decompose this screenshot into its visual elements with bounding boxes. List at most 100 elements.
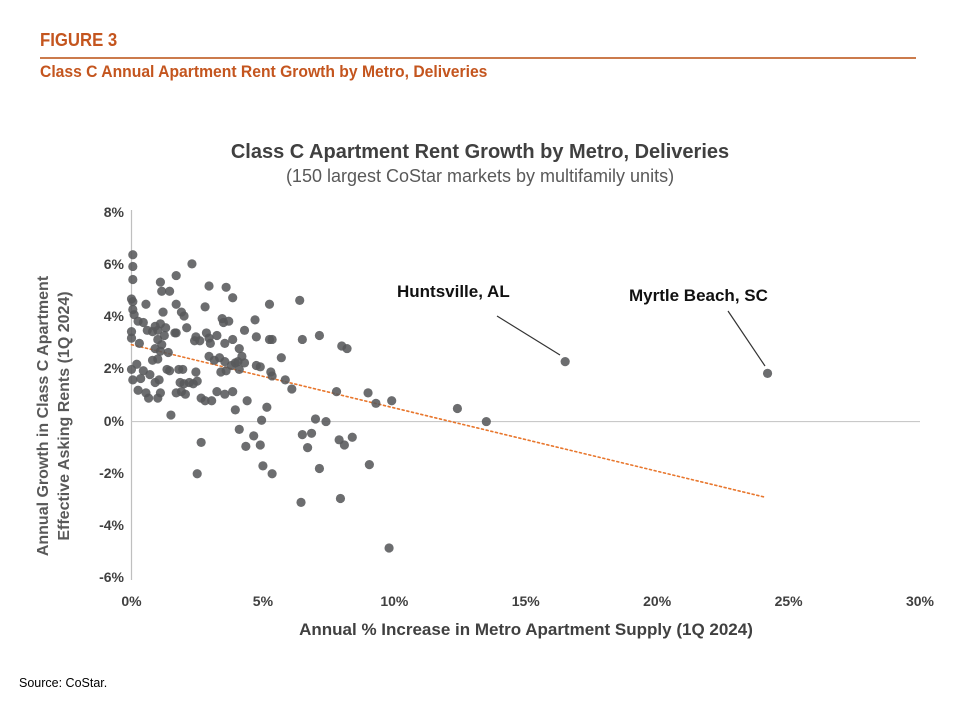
data-point bbox=[165, 366, 175, 376]
figure-rule-divider bbox=[40, 57, 916, 59]
data-point bbox=[212, 386, 222, 397]
data-point bbox=[250, 315, 260, 325]
figure-label: FIGURE 3 bbox=[40, 30, 118, 50]
data-point bbox=[237, 351, 247, 361]
data-point bbox=[220, 338, 230, 348]
data-point bbox=[171, 328, 181, 338]
data-point bbox=[228, 293, 238, 303]
data-point bbox=[331, 386, 342, 397]
annotation-leader-line bbox=[496, 315, 561, 356]
x-tick-label: 30% bbox=[905, 593, 935, 609]
data-point bbox=[155, 277, 166, 287]
data-point bbox=[264, 299, 275, 309]
data-point bbox=[364, 459, 374, 470]
chart-title: Class C Apartment Rent Growth by Metro, … bbox=[230, 141, 730, 163]
data-point bbox=[234, 343, 244, 354]
data-point bbox=[242, 396, 252, 406]
data-point bbox=[452, 403, 463, 414]
y-tick-label: 2% bbox=[103, 360, 124, 377]
data-point bbox=[267, 334, 277, 345]
data-point bbox=[171, 270, 181, 281]
x-tick-label: 25% bbox=[774, 593, 803, 609]
data-point bbox=[212, 330, 222, 341]
data-point bbox=[321, 416, 331, 427]
y-tick-label: 6% bbox=[103, 256, 124, 273]
data-point bbox=[230, 405, 240, 415]
data-point bbox=[267, 469, 277, 479]
x-tick-label: 0% bbox=[121, 593, 142, 609]
data-point bbox=[126, 333, 137, 343]
data-point bbox=[387, 396, 397, 406]
data-point bbox=[234, 424, 244, 434]
data-point bbox=[180, 389, 190, 399]
data-point bbox=[205, 338, 215, 348]
data-point bbox=[267, 371, 277, 381]
data-point bbox=[158, 307, 168, 317]
data-point bbox=[314, 330, 325, 341]
data-point bbox=[171, 299, 181, 309]
data-point bbox=[249, 431, 259, 441]
data-point bbox=[196, 437, 206, 448]
data-point bbox=[150, 377, 160, 388]
data-point bbox=[295, 295, 305, 305]
annotation-leader-line bbox=[727, 310, 766, 367]
data-point bbox=[171, 388, 181, 398]
data-point bbox=[143, 393, 154, 403]
data-point bbox=[342, 343, 352, 354]
data-point bbox=[224, 316, 234, 326]
data-point bbox=[234, 364, 244, 375]
data-point bbox=[145, 370, 155, 380]
data-point bbox=[276, 353, 286, 363]
data-point bbox=[166, 410, 176, 420]
y-tick-label: 8% bbox=[103, 204, 124, 220]
data-point bbox=[251, 332, 261, 342]
data-point bbox=[228, 334, 238, 345]
y-tick-label: 0% bbox=[103, 412, 124, 429]
data-point bbox=[128, 250, 138, 260]
x-tick-label: 10% bbox=[380, 593, 409, 609]
data-point bbox=[161, 323, 171, 333]
trendline bbox=[130, 343, 766, 498]
data-point bbox=[280, 375, 290, 385]
data-point bbox=[297, 430, 307, 440]
data-point bbox=[239, 325, 250, 335]
data-point bbox=[126, 364, 137, 375]
data-point bbox=[297, 334, 307, 345]
data-point bbox=[262, 402, 272, 412]
data-point bbox=[228, 386, 238, 397]
data-point bbox=[191, 367, 201, 377]
data-point bbox=[258, 461, 268, 471]
data-point bbox=[257, 415, 267, 425]
data-point bbox=[128, 297, 138, 307]
data-point bbox=[347, 432, 357, 442]
data-point bbox=[255, 440, 265, 450]
data-point bbox=[128, 375, 138, 385]
data-point bbox=[287, 384, 297, 394]
data-point bbox=[241, 441, 251, 451]
data-point bbox=[384, 543, 394, 553]
data-point bbox=[178, 364, 188, 375]
data-point bbox=[153, 354, 163, 364]
y-tick-label: -4% bbox=[99, 516, 124, 533]
data-point bbox=[128, 261, 138, 272]
y-tick-label: -6% bbox=[99, 569, 124, 585]
data-point bbox=[195, 336, 205, 346]
data-point bbox=[192, 376, 202, 386]
data-point bbox=[182, 323, 192, 333]
data-point bbox=[192, 469, 202, 479]
data-point bbox=[204, 281, 214, 291]
data-point bbox=[128, 274, 138, 285]
data-point bbox=[153, 325, 163, 335]
data-point bbox=[179, 311, 189, 321]
y-tick-label: 4% bbox=[103, 308, 124, 325]
source-note: Source: CoStar. bbox=[19, 676, 108, 690]
data-point bbox=[216, 367, 226, 377]
data-point bbox=[255, 362, 265, 372]
x-axis-title: Annual % Increase in Metro Apartment Sup… bbox=[299, 620, 753, 639]
annotation-myrtle-beach: Myrtle Beach, SC bbox=[629, 286, 768, 305]
data-point bbox=[153, 393, 163, 403]
data-point bbox=[136, 373, 146, 384]
data-point bbox=[157, 286, 167, 296]
data-point bbox=[207, 396, 217, 406]
